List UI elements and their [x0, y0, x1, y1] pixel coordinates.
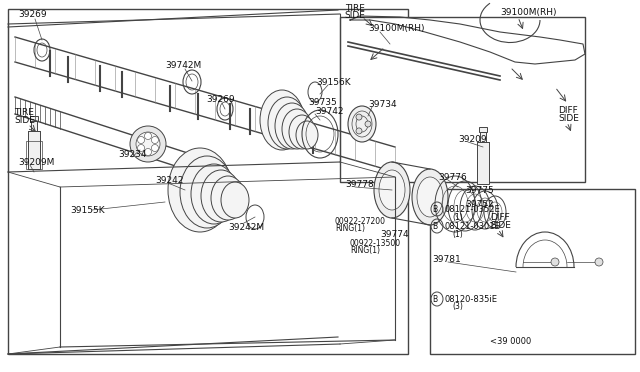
Ellipse shape [365, 121, 371, 127]
Text: 39781: 39781 [432, 256, 461, 264]
Bar [26, 141, 42, 169]
Text: 39776: 39776 [438, 173, 467, 182]
Ellipse shape [417, 177, 443, 217]
Text: (1): (1) [452, 212, 463, 221]
Text: (1): (1) [452, 230, 463, 238]
Text: <39 0000: <39 0000 [490, 337, 531, 346]
Bar [479, 127, 487, 132]
Ellipse shape [138, 137, 145, 144]
Text: 39209: 39209 [458, 135, 486, 144]
Text: B: B [433, 205, 438, 214]
Ellipse shape [551, 258, 559, 266]
Text: 39752: 39752 [465, 199, 493, 208]
Ellipse shape [152, 137, 159, 144]
Ellipse shape [138, 144, 145, 151]
Ellipse shape [412, 169, 448, 225]
Text: 39242M: 39242M [228, 222, 264, 231]
Bar [340, 17, 585, 182]
Text: 08121-0352E: 08121-0352E [445, 205, 500, 214]
Ellipse shape [145, 148, 152, 155]
Text: 39269: 39269 [18, 10, 47, 19]
Ellipse shape [221, 182, 249, 218]
Bar [28, 131, 40, 169]
Ellipse shape [356, 114, 362, 120]
Text: 39778: 39778 [345, 180, 374, 189]
Text: TIRE: TIRE [14, 108, 34, 116]
Ellipse shape [348, 106, 376, 142]
Text: DIFF: DIFF [490, 212, 509, 221]
Text: 00922-13500: 00922-13500 [350, 240, 401, 248]
Ellipse shape [152, 144, 159, 151]
Text: 39100M(RH): 39100M(RH) [368, 23, 424, 32]
Text: SIDE: SIDE [490, 221, 511, 230]
Text: 39100M(RH): 39100M(RH) [500, 7, 557, 16]
Text: 00922-27200: 00922-27200 [335, 217, 386, 225]
Bar [30, 116, 38, 121]
Text: RING(1): RING(1) [335, 224, 365, 232]
Ellipse shape [180, 156, 234, 228]
Ellipse shape [595, 258, 603, 266]
Text: SIDE: SIDE [14, 115, 35, 125]
Text: RING(1): RING(1) [350, 247, 380, 256]
Text: TIRE: TIRE [345, 3, 365, 13]
Text: 39742: 39742 [315, 106, 344, 115]
Ellipse shape [268, 97, 306, 149]
Ellipse shape [145, 132, 152, 140]
Text: SIDE: SIDE [558, 113, 579, 122]
Ellipse shape [130, 126, 166, 162]
Text: 39742M: 39742M [165, 61, 201, 70]
Text: 39269: 39269 [206, 94, 235, 103]
Ellipse shape [201, 170, 241, 222]
Ellipse shape [211, 176, 245, 220]
Text: 39775: 39775 [465, 186, 493, 195]
Ellipse shape [191, 164, 237, 224]
Text: 39774: 39774 [380, 230, 408, 238]
Text: 39155K: 39155K [70, 205, 104, 215]
Text: 08121-0301E: 08121-0301E [445, 221, 500, 231]
Text: 39242: 39242 [155, 176, 184, 185]
Text: 39209M: 39209M [18, 157, 54, 167]
Bar [31, 121, 37, 131]
Ellipse shape [275, 103, 309, 149]
Text: SIDE: SIDE [344, 10, 365, 19]
Text: 08120-835iE: 08120-835iE [445, 295, 498, 304]
Ellipse shape [289, 115, 315, 149]
Text: 39734: 39734 [368, 99, 397, 109]
Bar [8, 9, 408, 354]
Bar [430, 189, 635, 354]
Text: 39234: 39234 [118, 150, 147, 158]
Bar [480, 132, 486, 142]
Text: 39156K: 39156K [316, 77, 351, 87]
Ellipse shape [374, 162, 410, 218]
Text: B: B [433, 221, 438, 231]
Ellipse shape [260, 90, 304, 150]
Ellipse shape [168, 148, 232, 232]
Text: B: B [433, 295, 438, 304]
Ellipse shape [282, 109, 312, 149]
Text: DIFF: DIFF [558, 106, 578, 115]
Ellipse shape [356, 128, 362, 134]
Text: (3): (3) [452, 302, 463, 311]
Ellipse shape [296, 121, 318, 149]
Bar [477, 142, 489, 184]
Text: 39735: 39735 [308, 97, 337, 106]
Ellipse shape [136, 132, 160, 156]
Ellipse shape [379, 170, 405, 210]
